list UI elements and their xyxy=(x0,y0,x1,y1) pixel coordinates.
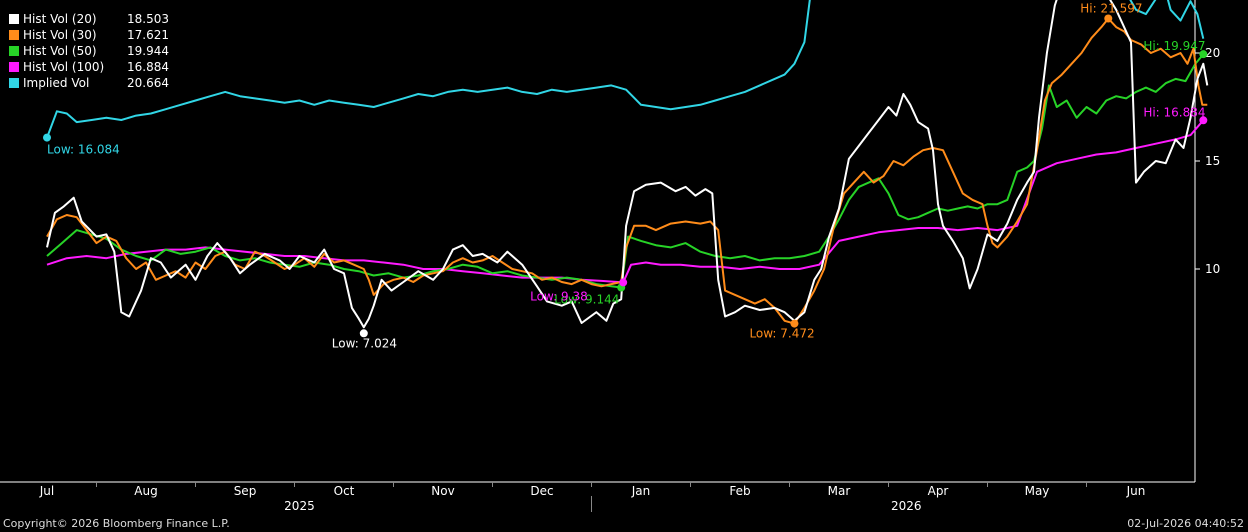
legend-row[interactable]: Hist Vol (30) 17.621 xyxy=(9,27,169,43)
low-marker xyxy=(359,329,368,338)
series-line xyxy=(46,0,1209,329)
y-tick-label: 20 xyxy=(1205,46,1220,60)
legend-value: 18.503 xyxy=(127,12,169,26)
x-month-label: Jun xyxy=(1126,484,1146,498)
chart-legend: Hist Vol (20) 18.503 Hist Vol (30) 17.62… xyxy=(6,9,172,94)
legend-row[interactable]: Hist Vol (100) 16.884 xyxy=(9,59,169,75)
legend-value: 19.944 xyxy=(127,44,169,58)
x-month-label: Dec xyxy=(530,484,553,498)
legend-name: Implied Vol xyxy=(23,76,90,90)
legend-value: 20.664 xyxy=(127,76,169,90)
legend-swatch xyxy=(9,46,19,56)
x-month-label: Feb xyxy=(729,484,750,498)
low-label: Low: 7.024 xyxy=(332,336,397,350)
legend-row[interactable]: Hist Vol (20) 18.503 xyxy=(9,11,169,27)
x-month-label: Mar xyxy=(828,484,851,498)
legend-value: 16.884 xyxy=(127,60,169,74)
series-line xyxy=(46,17,1208,325)
legend-swatch xyxy=(9,14,19,24)
copyright-text: Copyright© 2026 Bloomberg Finance L.P. xyxy=(3,517,230,530)
timestamp-text: 02-Jul-2026 04:40:52 xyxy=(1127,517,1244,530)
low-label: Low: 16.084 xyxy=(47,143,120,157)
legend-name: Hist Vol (20) xyxy=(23,12,97,26)
high-marker xyxy=(1104,14,1113,23)
low-marker xyxy=(619,278,628,287)
x-month-label: Jul xyxy=(39,484,54,498)
low-label: Low: 9.38 xyxy=(530,289,588,303)
legend-row[interactable]: Hist Vol (50) 19.944 xyxy=(9,43,169,59)
high-label: Hi: 21.597 xyxy=(1080,2,1142,16)
legend-name: Hist Vol (30) xyxy=(23,28,97,42)
legend-name: Hist Vol (50) xyxy=(23,44,97,58)
legend-swatch xyxy=(9,62,19,72)
high-label: Hi: 16.884 xyxy=(1143,105,1205,119)
low-label: Low: 9.144 xyxy=(554,292,619,306)
x-year-label: 2026 xyxy=(891,499,922,513)
high-marker xyxy=(1199,116,1208,125)
x-month-label: Nov xyxy=(431,484,454,498)
x-month-label: May xyxy=(1025,484,1050,498)
x-year-label: 2025 xyxy=(284,499,315,513)
low-label: Low: 7.472 xyxy=(749,327,814,341)
y-tick-label: 10 xyxy=(1205,262,1220,276)
y-tick-label: 15 xyxy=(1205,154,1220,168)
legend-swatch xyxy=(9,30,19,40)
x-month-label: Oct xyxy=(334,484,355,498)
low-marker xyxy=(43,133,51,142)
x-month-label: Sep xyxy=(234,484,257,498)
legend-value: 17.621 xyxy=(127,28,169,42)
x-month-label: Jan xyxy=(631,484,651,498)
x-month-label: Apr xyxy=(928,484,949,498)
low-marker xyxy=(790,319,799,328)
series-line xyxy=(46,119,1205,284)
x-month-label: Aug xyxy=(134,484,157,498)
legend-name: Hist Vol (100) xyxy=(23,60,105,74)
high-marker xyxy=(1199,50,1208,59)
legend-swatch xyxy=(9,78,19,88)
series-line xyxy=(46,0,1205,139)
high-label: Hi: 19.947 xyxy=(1143,39,1205,53)
legend-row[interactable]: Implied Vol 20.664 xyxy=(9,75,169,91)
